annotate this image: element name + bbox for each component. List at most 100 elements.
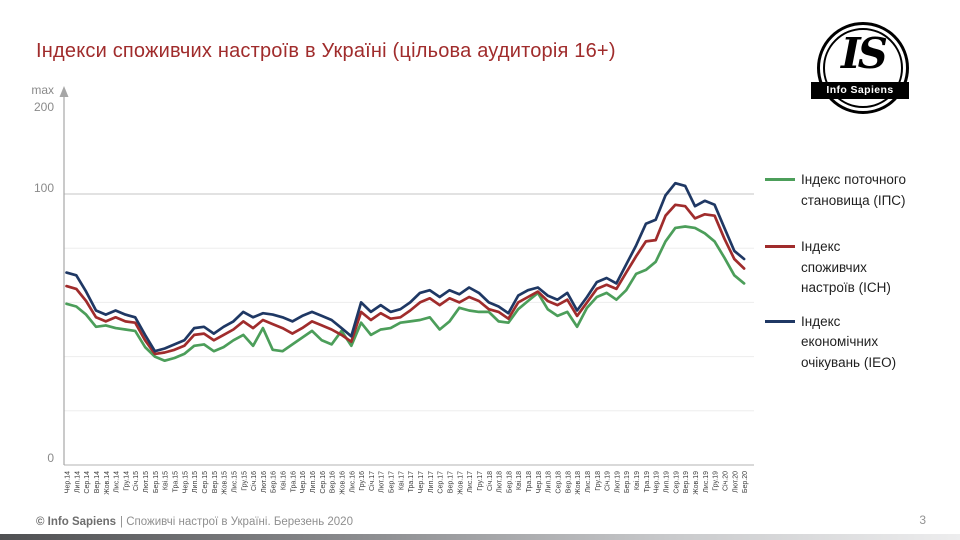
footer: © Info Sapiens | Споживчі настрої в Украї…	[36, 516, 353, 528]
x-axis-label: Бер.20	[742, 471, 749, 493]
x-axis-label: Кві.18	[515, 471, 523, 490]
x-axis-label: Чер.15	[182, 471, 189, 493]
x-axis-label: Лют.16	[261, 471, 268, 493]
x-axis-label: Гру.18	[595, 471, 602, 491]
x-axis-label: Кві.16	[280, 471, 288, 490]
logo-circle-icon: IS	[817, 22, 909, 114]
isn-line-swatch-icon	[765, 245, 795, 249]
series-line-2	[65, 181, 746, 353]
x-axis-label: Бер.15	[153, 471, 160, 493]
x-axis-label: Жов.14	[104, 471, 111, 495]
x-axis-label: Вер.19	[683, 471, 690, 493]
x-axis-label: Лют.15	[143, 471, 150, 493]
x-axis-label: Сер.19	[673, 471, 680, 494]
x-axis-label: Жов.19	[693, 471, 700, 495]
x-axis-label: Гру.19	[713, 471, 720, 491]
x-axis-label: Бер.18	[506, 471, 513, 493]
x-axis-label: Лип.14	[74, 471, 81, 493]
x-axis-label: Гру.17	[477, 471, 484, 491]
x-axis-label: Лис.15	[231, 471, 238, 493]
x-axis-label: Бер.16	[271, 471, 278, 493]
logo-monogram: IS	[841, 29, 888, 78]
x-axis-label: Сер.14	[84, 471, 91, 494]
x-axis-label: Лис.17	[467, 471, 474, 493]
page-number: 3	[919, 513, 926, 527]
x-axis-label: Чер.19	[654, 471, 661, 493]
x-axis-label: Кві.17	[397, 471, 405, 490]
y-axis-tick-100: 100	[33, 181, 54, 195]
x-axis-label: Лис.18	[585, 471, 592, 493]
x-axis-label: Лип.19	[664, 471, 671, 493]
x-axis-label: Бер.19	[624, 471, 631, 493]
footer-brand: © Info Sapiens	[36, 516, 117, 528]
x-axis-label: Тра.19	[644, 471, 651, 493]
x-axis-label: Сер.16	[320, 471, 327, 494]
x-axis-label: Січ.19	[604, 471, 612, 491]
x-axis-label: Кві.19	[633, 471, 641, 490]
chart-legend: Індекс поточного становища (ІПС) Індекс …	[765, 170, 955, 373]
x-axis-label: Лют.19	[614, 471, 621, 493]
y-axis-max-label: max	[31, 83, 54, 97]
x-axis-label: Кві.15	[162, 471, 170, 490]
x-axis-label: Гру.14	[123, 471, 130, 491]
x-axis-label: Лют.17	[379, 471, 386, 493]
x-axis-label: Лис.16	[349, 471, 356, 493]
info-sapiens-logo: IS Info Sapiens	[811, 22, 912, 120]
x-axis-label: Лют.20	[732, 471, 739, 493]
x-axis-label: Січ.16	[250, 471, 258, 491]
y-axis-tick-200: 200	[33, 100, 54, 114]
x-axis-label: Лис.14	[114, 471, 121, 493]
x-axis-label: Тра.16	[290, 471, 297, 493]
x-axis-label: Жов.18	[575, 471, 582, 495]
x-axis-label: Сер.15	[202, 471, 209, 494]
legend-item-ieo: Індекс економічних очікувань (ІЕО)	[765, 312, 955, 374]
x-axis-label: Лип.16	[310, 471, 317, 493]
bottom-gradient-bar	[0, 534, 960, 540]
legend-item-isn: Індекс споживчих настроїв (ІСН)	[765, 237, 955, 299]
x-axis-label: Вер.16	[330, 471, 337, 493]
legend-label-ieo: Індекс економічних очікувань (ІЕО)	[801, 313, 897, 370]
x-axis-label: Жов.15	[222, 471, 229, 495]
series-line-1	[65, 203, 746, 356]
x-axis-label: Лют.18	[497, 471, 504, 493]
x-axis-label: Жов.17	[457, 471, 464, 495]
legend-item-ips: Індекс поточного становища (ІПС)	[765, 170, 955, 211]
x-axis-label: Жов.16	[340, 471, 347, 495]
x-axis-label: Сер.18	[556, 471, 563, 494]
y-axis-arrow-icon	[59, 86, 69, 97]
legend-label-ips: Індекс поточного становища (ІПС)	[801, 172, 907, 208]
x-axis-label: Лис.19	[703, 471, 710, 493]
x-axis-label: Січ.18	[486, 471, 494, 491]
x-axis-label: Лип.15	[192, 471, 199, 493]
x-axis-label: Вер.18	[565, 471, 572, 493]
x-axis-label: Тра.18	[526, 471, 533, 493]
legend-label-isn: Індекс споживчих настроїв (ІСН)	[801, 239, 891, 296]
x-axis-label: Чер.18	[536, 471, 543, 493]
x-axis-label: Лип.17	[428, 471, 435, 493]
x-axis-label: Вер.15	[212, 471, 219, 493]
x-axis-label: Лип.18	[546, 471, 553, 493]
x-axis-label: Сер.17	[438, 471, 445, 494]
x-axis-label: Гру.15	[241, 471, 248, 491]
x-axis-label: Чер.14	[65, 471, 72, 493]
ieo-line-swatch-icon	[765, 319, 795, 323]
logo-ribbon: Info Sapiens	[811, 82, 909, 99]
series-line-0	[65, 225, 746, 363]
x-axis-label: Січ.15	[132, 471, 140, 491]
x-axis-label: Гру.16	[359, 471, 366, 491]
y-axis-tick-0: 0	[47, 451, 54, 465]
page-title: Індекси споживчих настроїв в Україні (ці…	[36, 40, 616, 62]
x-axis-label: Тра.15	[173, 471, 180, 493]
x-axis-label: Чер.16	[300, 471, 307, 493]
ips-line-swatch-icon	[765, 178, 795, 181]
x-axis-label: Чер.17	[418, 471, 425, 493]
x-axis-label: Січ.17	[368, 471, 376, 491]
x-axis-label: Тра.17	[408, 471, 415, 493]
line-chart: Чер.14 Лип.14 Сер.14 Вер.14 Жов.14 Лис.14 Гру.…	[59, 86, 754, 495]
logo-inner-ring	[823, 28, 903, 108]
x-axis-label: Вер.17	[448, 471, 455, 493]
x-axis-label: Січ.20	[721, 471, 729, 491]
x-axis-label: Вер.14	[94, 471, 101, 493]
footer-text: | Споживчі настрої в Україні. Березень 2…	[120, 516, 353, 528]
